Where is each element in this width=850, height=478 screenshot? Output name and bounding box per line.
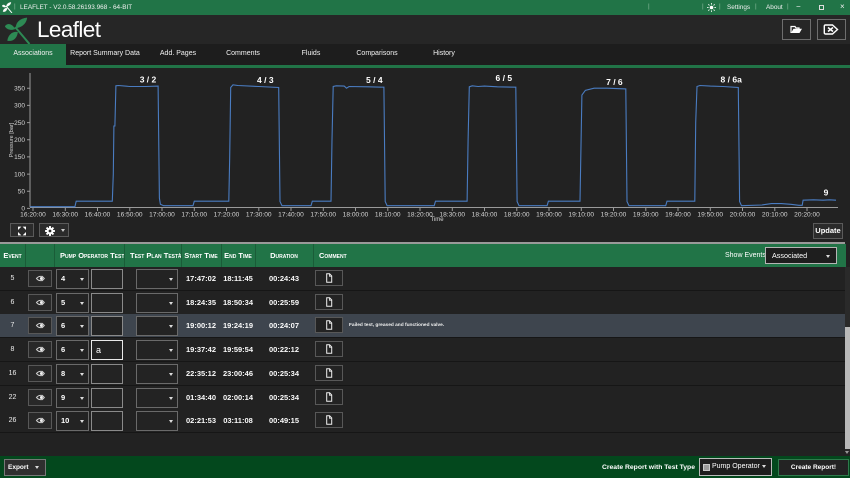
svg-text:19:40:00: 19:40:00 xyxy=(665,211,691,218)
svg-text:200: 200 xyxy=(14,137,25,144)
svg-text:18:10:00: 18:10:00 xyxy=(375,211,401,218)
svg-text:100: 100 xyxy=(14,171,25,178)
svg-text:5 / 4: 5 / 4 xyxy=(366,75,383,85)
svg-text:17:00:00: 17:00:00 xyxy=(149,211,175,218)
svg-text:8 / 6a: 8 / 6a xyxy=(721,75,743,85)
svg-text:350: 350 xyxy=(14,85,25,92)
svg-text:17:10:00: 17:10:00 xyxy=(181,211,207,218)
svg-text:16:50:00: 16:50:00 xyxy=(117,211,143,218)
svg-text:150: 150 xyxy=(14,154,25,161)
svg-text:17:20:00: 17:20:00 xyxy=(214,211,240,218)
svg-text:17:30:00: 17:30:00 xyxy=(246,211,272,218)
svg-text:19:50:00: 19:50:00 xyxy=(697,211,723,218)
svg-text:18:50:00: 18:50:00 xyxy=(504,211,530,218)
svg-text:6 / 5: 6 / 5 xyxy=(496,73,513,83)
svg-text:20:10:00: 20:10:00 xyxy=(762,211,788,218)
svg-text:19:10:00: 19:10:00 xyxy=(568,211,594,218)
svg-text:250: 250 xyxy=(14,120,25,127)
svg-text:4 / 3: 4 / 3 xyxy=(257,75,274,85)
svg-text:16:40:00: 16:40:00 xyxy=(85,211,111,218)
svg-text:19:00:00: 19:00:00 xyxy=(536,211,562,218)
svg-text:50: 50 xyxy=(18,188,26,195)
svg-text:18:30:00: 18:30:00 xyxy=(439,211,465,218)
svg-text:0: 0 xyxy=(21,206,25,213)
svg-text:7 / 6: 7 / 6 xyxy=(606,77,623,87)
svg-text:Pressure [bar]: Pressure [bar] xyxy=(9,122,15,157)
svg-text:17:50:00: 17:50:00 xyxy=(310,211,336,218)
svg-text:16:30:00: 16:30:00 xyxy=(52,211,78,218)
svg-text:20:00:00: 20:00:00 xyxy=(730,211,756,218)
svg-text:16:20:00: 16:20:00 xyxy=(20,211,46,218)
svg-text:18:20:00: 18:20:00 xyxy=(407,211,433,218)
svg-text:Time: Time xyxy=(430,217,444,223)
svg-text:300: 300 xyxy=(14,103,25,110)
svg-text:18:40:00: 18:40:00 xyxy=(472,211,498,218)
svg-text:18:00:00: 18:00:00 xyxy=(343,211,369,218)
svg-text:19:30:00: 19:30:00 xyxy=(633,211,659,218)
svg-text:20:20:00: 20:20:00 xyxy=(794,211,820,218)
svg-text:17:40:00: 17:40:00 xyxy=(278,211,304,218)
svg-text:9: 9 xyxy=(824,187,829,197)
svg-text:19:20:00: 19:20:00 xyxy=(601,211,627,218)
svg-text:3 / 2: 3 / 2 xyxy=(140,75,157,85)
